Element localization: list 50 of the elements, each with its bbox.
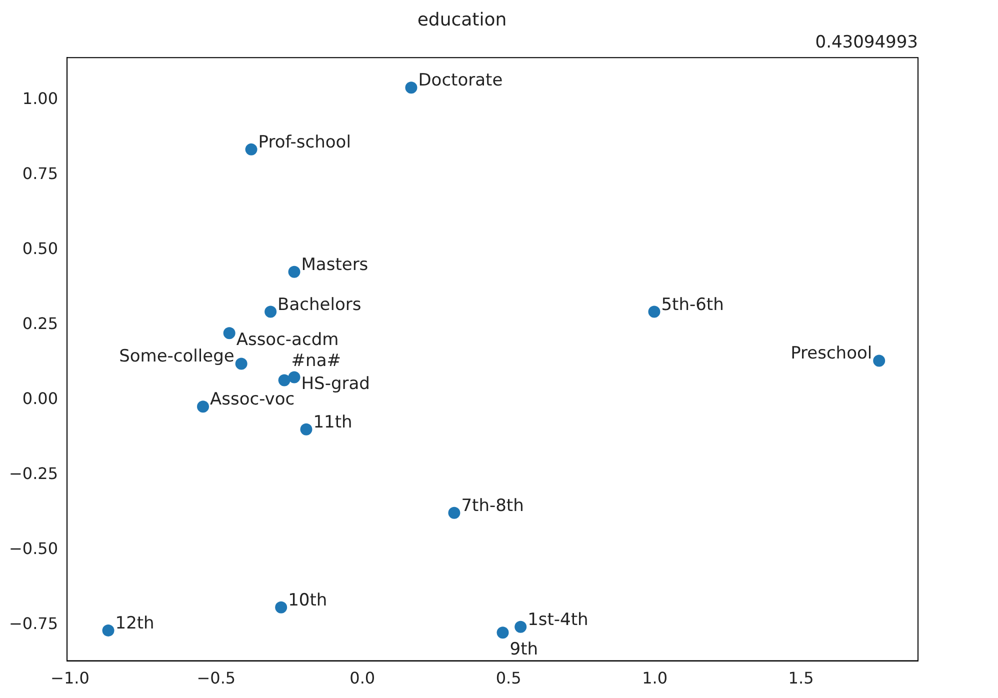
- point: [288, 266, 300, 278]
- annotation: 5th-6th: [661, 294, 724, 315]
- chart-title: education: [417, 9, 507, 30]
- point: [197, 400, 210, 413]
- annotation: HS-grad: [301, 374, 370, 394]
- x-tick-label: −0.5: [196, 668, 236, 688]
- annotation: Some-college: [119, 346, 234, 367]
- x-tick-label: 0.5: [496, 668, 522, 688]
- annotation: Doctorate: [418, 70, 503, 91]
- annotation: Assoc-voc: [210, 390, 295, 410]
- point: [264, 306, 277, 318]
- x-tick-label: −1.0: [50, 668, 90, 688]
- y-tick-label: 1.00: [22, 88, 58, 108]
- x-tick-label: 1.0: [642, 668, 668, 688]
- point: [275, 601, 288, 614]
- point: [245, 143, 258, 156]
- x-tick-label: 1.5: [788, 668, 814, 688]
- annotation: 9th: [510, 640, 538, 660]
- annotation: Preschool: [790, 344, 872, 364]
- y-tick-label: −0.75: [9, 614, 58, 633]
- y-tick-label: −0.50: [9, 538, 58, 558]
- annotation: #na#: [291, 351, 341, 372]
- annotation: 10th: [288, 590, 328, 610]
- text: 0.43094993: [815, 32, 918, 53]
- point: [496, 626, 509, 639]
- point: [648, 306, 660, 318]
- y-tick-label: −0.25: [9, 464, 58, 483]
- point: [300, 423, 312, 436]
- annotation: 7th-8th: [461, 496, 524, 516]
- y-tick-label: 0.75: [22, 164, 58, 183]
- point: [278, 374, 290, 386]
- point: [514, 620, 527, 633]
- annotation: Bachelors: [278, 294, 362, 315]
- y-tick-label: 0.00: [22, 388, 58, 408]
- point: [235, 358, 248, 370]
- point: [102, 624, 114, 636]
- point: [405, 82, 418, 94]
- annotation: 11th: [313, 412, 352, 432]
- y-tick-label: 0.50: [22, 238, 58, 258]
- annotation: Masters: [301, 254, 368, 275]
- annotation: Assoc-acdm: [236, 330, 339, 350]
- point: [223, 327, 236, 340]
- point: [448, 506, 460, 519]
- point: [288, 371, 300, 384]
- annotation: 12th: [115, 613, 154, 634]
- x-tick-label: 0.0: [350, 668, 376, 688]
- point: [873, 354, 886, 367]
- annotation: 1st-4th: [528, 610, 588, 630]
- y-tick-label: 0.25: [22, 314, 58, 333]
- annotation: Prof-school: [258, 132, 351, 152]
